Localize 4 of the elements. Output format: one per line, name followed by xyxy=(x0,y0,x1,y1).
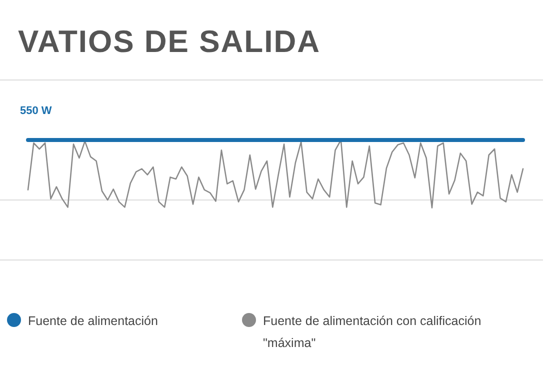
legend-label: Fuente de alimentación con calificación "máxima" xyxy=(263,314,482,350)
chart-title: VATIOS DE SALIDA xyxy=(18,24,320,59)
legend-label: Fuente de alimentación xyxy=(28,314,158,328)
text: 550 W xyxy=(20,105,52,117)
